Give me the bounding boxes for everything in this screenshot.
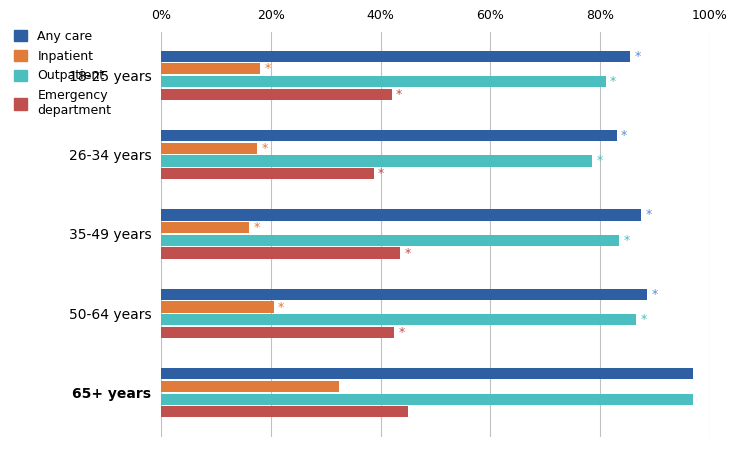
Text: *: * xyxy=(597,154,602,167)
Text: *: * xyxy=(396,88,403,101)
Bar xyxy=(161,143,257,154)
Bar xyxy=(161,63,260,74)
Text: *: * xyxy=(651,288,657,301)
Bar xyxy=(161,302,274,313)
Text: *: * xyxy=(610,75,616,88)
Bar xyxy=(161,248,400,259)
Bar xyxy=(161,406,408,418)
Text: *: * xyxy=(264,62,271,75)
Text: *: * xyxy=(378,167,384,180)
Text: *: * xyxy=(278,301,284,314)
Text: *: * xyxy=(399,326,405,339)
Text: *: * xyxy=(253,221,260,234)
Text: *: * xyxy=(261,142,268,155)
Bar xyxy=(161,368,693,379)
Bar xyxy=(161,168,373,179)
Bar xyxy=(161,289,647,300)
Bar xyxy=(161,235,619,246)
Bar xyxy=(161,209,641,220)
Bar xyxy=(161,327,395,338)
Bar xyxy=(161,314,636,325)
Text: *: * xyxy=(640,313,646,326)
Bar xyxy=(161,222,249,233)
Text: *: * xyxy=(621,129,627,142)
Text: *: * xyxy=(635,50,641,63)
Text: *: * xyxy=(646,208,652,221)
Bar xyxy=(161,130,616,141)
Bar xyxy=(161,89,392,100)
Bar xyxy=(161,50,630,62)
Text: *: * xyxy=(624,234,630,247)
Text: *: * xyxy=(404,247,411,260)
Bar xyxy=(161,394,693,405)
Bar xyxy=(161,155,592,166)
Legend: Any care, Inpatient, Outpatient, Emergency
department: Any care, Inpatient, Outpatient, Emergen… xyxy=(14,30,111,117)
Bar xyxy=(161,76,606,87)
Bar xyxy=(161,381,339,392)
